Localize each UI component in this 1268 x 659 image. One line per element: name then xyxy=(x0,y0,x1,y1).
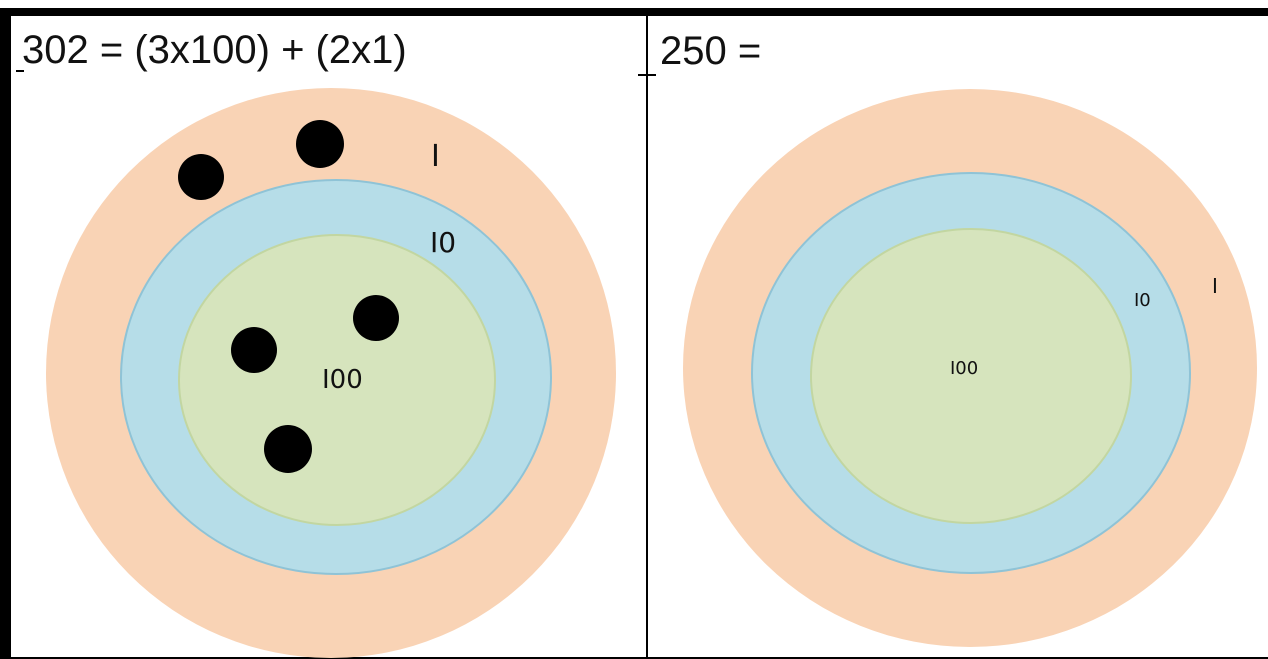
cell-corner-mark xyxy=(638,74,656,76)
expanded-form-equation: 302 = (3x100) + (2x1) xyxy=(22,28,407,72)
hundreds-counter xyxy=(231,327,277,373)
ones-ring-label: I xyxy=(431,139,440,174)
right-place-value-diagram: I I0 I00 xyxy=(683,89,1257,647)
hundreds-counter xyxy=(353,295,399,341)
tens-ring-label: I0 xyxy=(1134,290,1151,311)
hundreds-counter xyxy=(264,425,312,473)
hundreds-ring-label: I00 xyxy=(322,365,363,395)
cell-corner-mark xyxy=(16,70,24,72)
table-column-divider xyxy=(646,16,648,659)
hundreds-ring-label: I00 xyxy=(950,358,978,379)
tens-ring-label: I0 xyxy=(430,226,456,259)
table-top-border xyxy=(0,8,1268,16)
left-place-value-diagram: I I0 I00 xyxy=(46,88,616,658)
hundreds-ring xyxy=(178,234,496,526)
ones-counter xyxy=(178,154,224,200)
ones-counter xyxy=(296,120,344,168)
expanded-form-prompt: 250 = xyxy=(660,29,762,73)
table-left-border xyxy=(0,8,11,659)
hundreds-ring xyxy=(810,228,1132,524)
ones-ring-label: I xyxy=(1212,274,1218,298)
table-bottom-border xyxy=(0,657,1268,659)
